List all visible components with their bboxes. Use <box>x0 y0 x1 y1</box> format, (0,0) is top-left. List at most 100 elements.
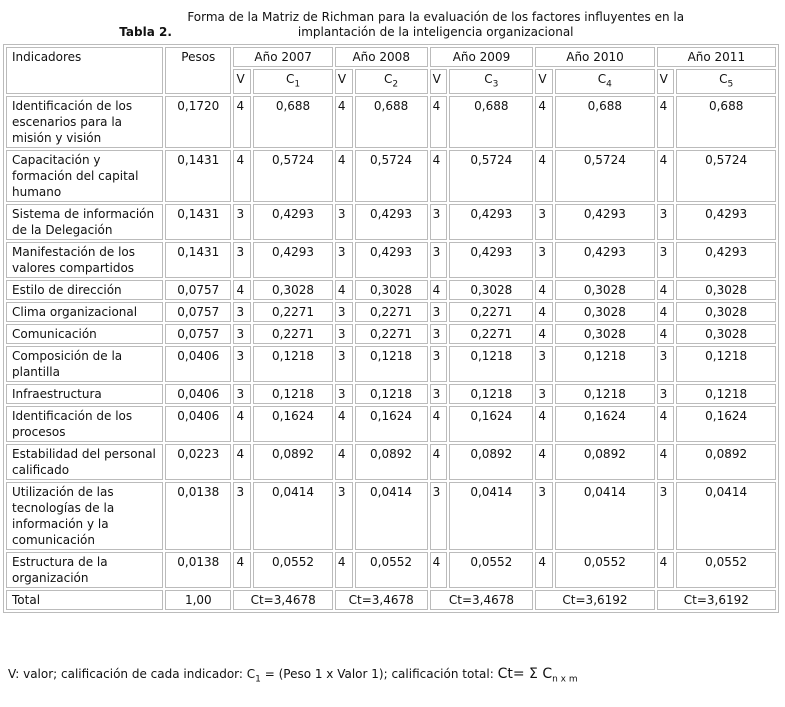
indicator-name: Estructura de la organización <box>6 552 164 589</box>
v-value: 3 <box>334 384 353 405</box>
c-value: 0,0414 <box>449 482 534 551</box>
header-c: C1 <box>253 69 333 95</box>
v-value: 4 <box>429 444 448 481</box>
table-row: Identificación de los escenarios para la… <box>6 96 776 149</box>
c-value: 0,1624 <box>555 406 655 443</box>
header-c: C3 <box>449 69 534 95</box>
v-value: 4 <box>233 150 252 203</box>
c-value: 0,3028 <box>555 280 655 301</box>
v-value: 4 <box>656 96 675 149</box>
indicator-name: Infraestructura <box>6 384 164 405</box>
c-value: 0,3028 <box>449 280 534 301</box>
c-value: 0,1218 <box>676 346 776 383</box>
c-value: 0,2271 <box>449 324 534 345</box>
c-value: 0,5724 <box>555 150 655 203</box>
total-ct: Ct=3,4678 <box>429 590 534 611</box>
header-row: Indicadores Pesos Año 2007 Año 2008 Año 2009… <box>6 47 776 95</box>
peso-value: 0,0138 <box>165 482 232 551</box>
v-value: 4 <box>656 302 675 323</box>
total-row: Total 1,00 Ct=3,4678 Ct=3,4678 Ct=3,4678 Ct=3… <box>6 590 776 611</box>
v-value: 4 <box>535 406 554 443</box>
c-value: 0,4293 <box>676 204 776 241</box>
c-value: 0,0892 <box>555 444 655 481</box>
v-value: 4 <box>233 444 252 481</box>
indicator-name: Composición de la plantilla <box>6 346 164 383</box>
c-value: 0,1218 <box>676 384 776 405</box>
header-year: Año 2007 <box>233 47 333 67</box>
c-value: 0,688 <box>676 96 776 149</box>
table-footnote: V: valor; calificación de cada indicador… <box>8 666 578 685</box>
v-value: 4 <box>656 280 675 301</box>
v-value: 4 <box>233 406 252 443</box>
c-value: 0,0552 <box>555 552 655 589</box>
v-value: 4 <box>233 280 252 301</box>
total-ct: Ct=3,4678 <box>233 590 333 611</box>
table-row: Identificación de los procesos 0,0406 4 0,1… <box>6 406 776 443</box>
c-value: 0,0552 <box>253 552 333 589</box>
v-value: 3 <box>429 242 448 279</box>
c-value: 0,0414 <box>354 482 428 551</box>
c-value: 0,4293 <box>676 242 776 279</box>
c-value: 0,2271 <box>354 302 428 323</box>
table-row: Estilo de dirección 0,0757 4 0,3028 4 0,3028 4… <box>6 280 776 301</box>
c-value: 0,3028 <box>253 280 333 301</box>
c-value: 0,1218 <box>555 346 655 383</box>
c-value: 0,4293 <box>555 204 655 241</box>
peso-value: 0,1431 <box>165 150 232 203</box>
total-peso: 1,00 <box>165 590 232 611</box>
c-value: 0,688 <box>449 96 534 149</box>
c-value: 0,1218 <box>354 346 428 383</box>
header-year: Año 2008 <box>334 47 428 67</box>
v-value: 4 <box>535 444 554 481</box>
c-value: 0,0414 <box>253 482 333 551</box>
peso-value: 0,0757 <box>165 302 232 323</box>
c-value: 0,0552 <box>676 552 776 589</box>
c-value: 0,4293 <box>449 242 534 279</box>
header-c: C5 <box>676 69 776 95</box>
c-value: 0,5724 <box>449 150 534 203</box>
c-value: 0,0552 <box>354 552 428 589</box>
v-value: 4 <box>334 96 353 149</box>
c-value: 0,4293 <box>449 204 534 241</box>
table-caption: Tabla 2. Forma de la Matriz de Richman p… <box>30 10 785 40</box>
peso-value: 0,0406 <box>165 406 232 443</box>
total-ct: Ct=3,6192 <box>535 590 655 611</box>
indicator-name: Identificación de los escenarios para la… <box>6 96 164 149</box>
table-row: Sistema de información de la Delegación 0… <box>6 204 776 241</box>
v-value: 3 <box>656 346 675 383</box>
v-value: 4 <box>656 444 675 481</box>
indicator-name: Manifestación de los valores compartidos <box>6 242 164 279</box>
v-value: 3 <box>233 302 252 323</box>
v-value: 3 <box>334 324 353 345</box>
header-v: V <box>535 69 554 95</box>
total-ct: Ct=3,4678 <box>334 590 428 611</box>
c-value: 0,0414 <box>676 482 776 551</box>
peso-value: 0,0406 <box>165 346 232 383</box>
header-pesos: Pesos <box>165 47 232 95</box>
v-value: 4 <box>656 552 675 589</box>
v-value: 4 <box>656 324 675 345</box>
v-value: 3 <box>429 302 448 323</box>
v-value: 3 <box>334 302 353 323</box>
c-value: 0,0892 <box>253 444 333 481</box>
v-value: 4 <box>535 150 554 203</box>
v-value: 4 <box>233 96 252 149</box>
v-value: 3 <box>535 482 554 551</box>
v-value: 4 <box>334 552 353 589</box>
header-year: Año 2009 <box>429 47 534 67</box>
table-row: Estabilidad del personal calificado 0,022… <box>6 444 776 481</box>
header-year: Año 2011 <box>656 47 776 67</box>
v-value: 3 <box>429 384 448 405</box>
c-value: 0,1218 <box>253 384 333 405</box>
c-value: 0,2271 <box>354 324 428 345</box>
c-value: 0,0892 <box>676 444 776 481</box>
v-value: 3 <box>429 482 448 551</box>
header-c: C4 <box>555 69 655 95</box>
v-value: 3 <box>233 242 252 279</box>
c-value: 0,5724 <box>253 150 333 203</box>
c-value: 0,3028 <box>555 302 655 323</box>
v-value: 3 <box>334 346 353 383</box>
indicator-name: Sistema de información de la Delegación <box>6 204 164 241</box>
c-value: 0,2271 <box>253 302 333 323</box>
peso-value: 0,1720 <box>165 96 232 149</box>
